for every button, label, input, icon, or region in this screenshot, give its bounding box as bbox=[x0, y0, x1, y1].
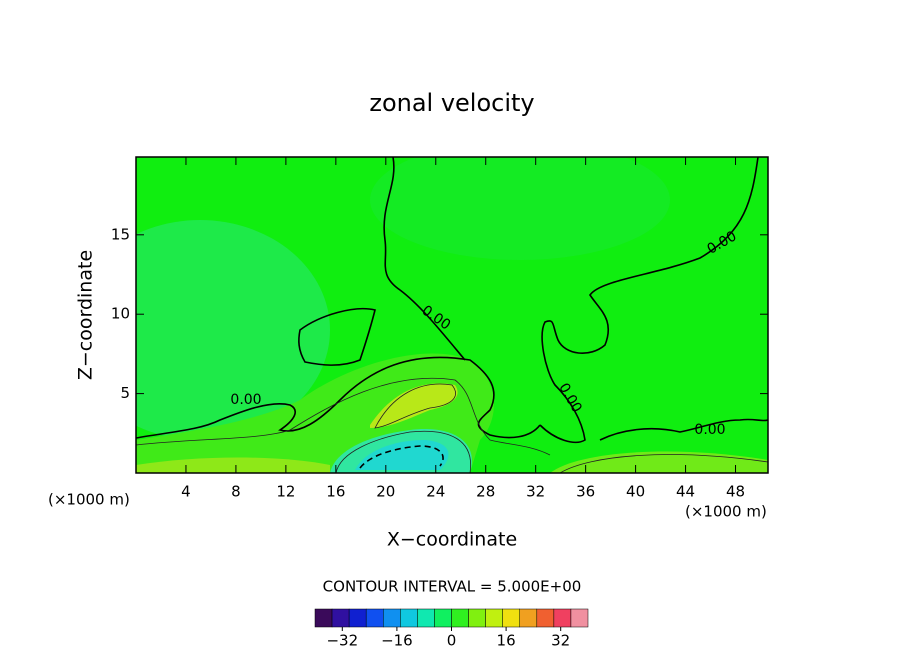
colorbar-cell bbox=[502, 608, 520, 628]
x-tick-label: 20 bbox=[376, 483, 395, 501]
colorbar-cell bbox=[400, 608, 418, 628]
y-tick-label: 5 bbox=[120, 384, 130, 402]
colorbar-cell bbox=[570, 608, 589, 628]
contour-interval: CONTOUR INTERVAL = 5.000E+00 bbox=[323, 578, 582, 596]
colorbar-cell bbox=[417, 608, 435, 628]
x-tick-label: 12 bbox=[276, 483, 295, 501]
colorbar-cell bbox=[519, 608, 538, 628]
x-tick-label: 48 bbox=[726, 483, 745, 501]
colorbar-cell bbox=[485, 608, 503, 628]
x-unit-label: (×1000 m) bbox=[48, 491, 130, 509]
colorbar-tick-label: 32 bbox=[551, 632, 570, 650]
colorbar-cell bbox=[451, 608, 469, 628]
x-tick-label: 24 bbox=[426, 483, 445, 501]
x-tick-label: 16 bbox=[326, 483, 345, 501]
colorbar-cell bbox=[383, 608, 401, 628]
y-axis-label: Z−coordinate bbox=[75, 250, 97, 380]
colorbar-tick-label: 16 bbox=[497, 632, 516, 650]
contour-field bbox=[136, 157, 768, 473]
colorbar-cell bbox=[314, 608, 333, 628]
x-axis-label: X−coordinate bbox=[387, 529, 517, 551]
y-tick-label: 10 bbox=[111, 305, 130, 323]
plot-frame bbox=[135, 156, 769, 474]
x-tick-label: 28 bbox=[476, 483, 495, 501]
colorbar-cell bbox=[434, 608, 452, 628]
x-tick-label: 44 bbox=[676, 483, 695, 501]
colorbar-tick-label: −32 bbox=[326, 632, 358, 650]
chart-title: zonal velocity bbox=[369, 89, 534, 117]
colorbar-tick-label: −16 bbox=[381, 632, 413, 650]
colorbar-cell bbox=[365, 608, 384, 628]
colorbar-cell bbox=[348, 608, 367, 628]
contour-label: 0.00 bbox=[230, 392, 261, 408]
colorbar-cell bbox=[553, 608, 572, 628]
x-tick-label: 40 bbox=[626, 483, 645, 501]
colorbar-cell bbox=[331, 608, 350, 628]
contour-label: 0.00 bbox=[694, 422, 725, 438]
x-tick-label: 4 bbox=[181, 483, 191, 501]
x-tick-label: 8 bbox=[231, 483, 241, 501]
y-unit-label: (×1000 m) bbox=[685, 503, 767, 521]
y-tick-label: 15 bbox=[111, 225, 130, 243]
colorbar-tick-label: 0 bbox=[447, 632, 457, 650]
x-tick-label: 32 bbox=[526, 483, 545, 501]
colorbar-cell bbox=[468, 608, 486, 628]
x-tick-label: 36 bbox=[576, 483, 595, 501]
colorbar-cell bbox=[536, 608, 555, 628]
